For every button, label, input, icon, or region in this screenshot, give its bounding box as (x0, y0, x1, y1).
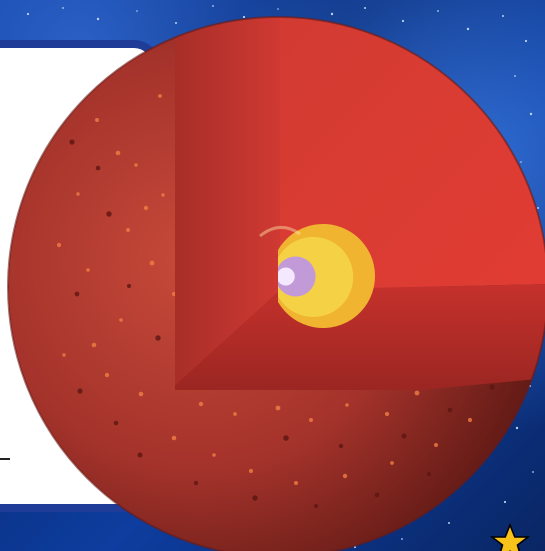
core (278, 256, 316, 297)
panel-tick-mark (0, 458, 10, 460)
zone-highlight (259, 226, 301, 238)
cutaway-bottom-face (175, 284, 545, 390)
sphere-edge (7, 16, 545, 551)
cutaway-left-face (175, 17, 280, 385)
star-icon (490, 523, 530, 551)
core-highlight (278, 267, 295, 286)
